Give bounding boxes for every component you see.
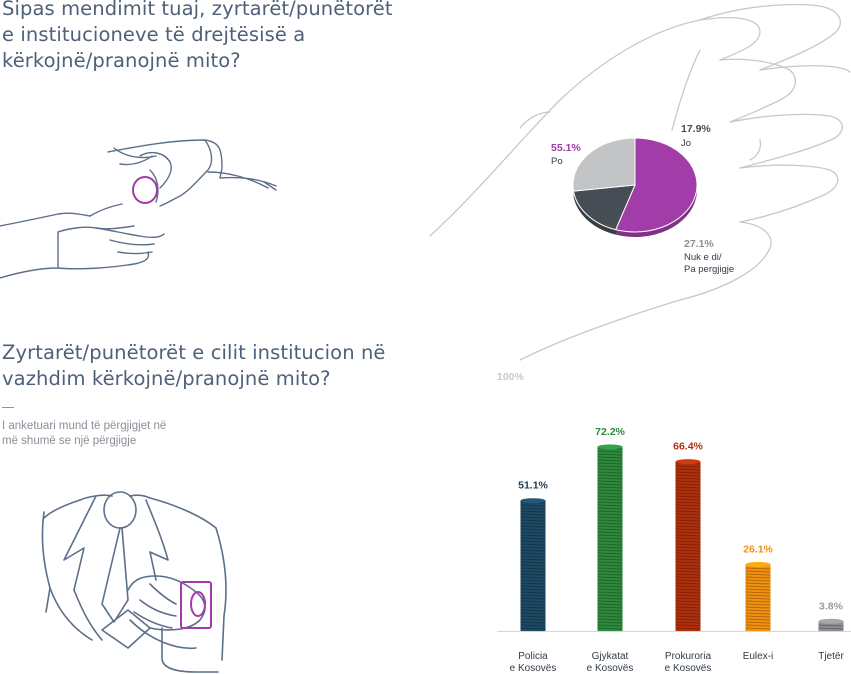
bar: [818, 621, 844, 631]
bar-coin-stack: [520, 498, 546, 631]
bar-category-label: Tjetër: [818, 651, 844, 662]
pie-category-label: Pa pergjigje: [684, 264, 734, 275]
question-1-line: e institucioneve të drejtësisë a: [2, 23, 306, 46]
bar-category-label: Policia: [518, 651, 548, 662]
pie-value-label: 17.9%: [681, 123, 711, 135]
question-1-line: Sipas mendimit tuaj, zyrtarët/punëtorët: [2, 0, 393, 20]
bar-coin-stack: [675, 459, 701, 631]
bar-category-label: Gjykatat: [592, 651, 629, 662]
note-divider: [2, 407, 14, 408]
pie-category-label: Jo: [681, 138, 691, 149]
pie-value-label: 55.1%: [551, 142, 581, 154]
question-2-note: I anketuari mund të përgjigjet në më shu…: [2, 419, 242, 449]
question-1-line: kërkojnë/pranojnë mito?: [2, 49, 241, 72]
bar-category-label: e Kosovës: [587, 663, 634, 674]
bar-category-label: e Kosovës: [665, 663, 712, 674]
note-line: më shumë se një përgjigje: [2, 435, 137, 447]
pie-category-label: Nuk e di/: [684, 252, 722, 263]
badge-icon: [180, 581, 212, 629]
question-1-title: Sipas mendimit tuaj, zyrtarët/punëtorët …: [2, 0, 442, 74]
question-2-title: Zyrtarët/punëtorët e cilit institucion n…: [2, 340, 442, 392]
pie-slice-nuk-e-di: [572, 137, 636, 192]
bar-value-label: 26.1%: [743, 543, 773, 555]
axis-max-label: 100%: [497, 371, 525, 383]
bar-value-label: 66.4%: [673, 441, 703, 453]
pie-slice-jo: [572, 184, 636, 231]
bar-value-label: 51.1%: [518, 480, 548, 492]
question-2-line: vazhdim kërkojnë/pranojnë mito?: [2, 367, 331, 390]
pie-value-label: 27.1%: [684, 238, 714, 250]
bar-value-label: 3.8%: [819, 600, 844, 612]
pie-slice-po: [614, 137, 698, 233]
bar-value-label: 72.2%: [595, 426, 625, 438]
bar-coin-stack: [818, 618, 844, 631]
bar-category-label: Eulex-i: [743, 651, 774, 662]
coin-icon: [132, 176, 158, 204]
bar-category-label: Prokuroria: [665, 651, 712, 662]
pie-category-label: Po: [551, 156, 563, 167]
bar-category-label: e Kosovës: [510, 663, 557, 674]
bar-coin-stack: [597, 444, 623, 631]
bar-coin-stack: [745, 561, 771, 631]
question-2-line: Zyrtarët/punëtorët e cilit institucion n…: [2, 341, 386, 364]
note-line: I anketuari mund të përgjigjet në: [2, 420, 167, 432]
